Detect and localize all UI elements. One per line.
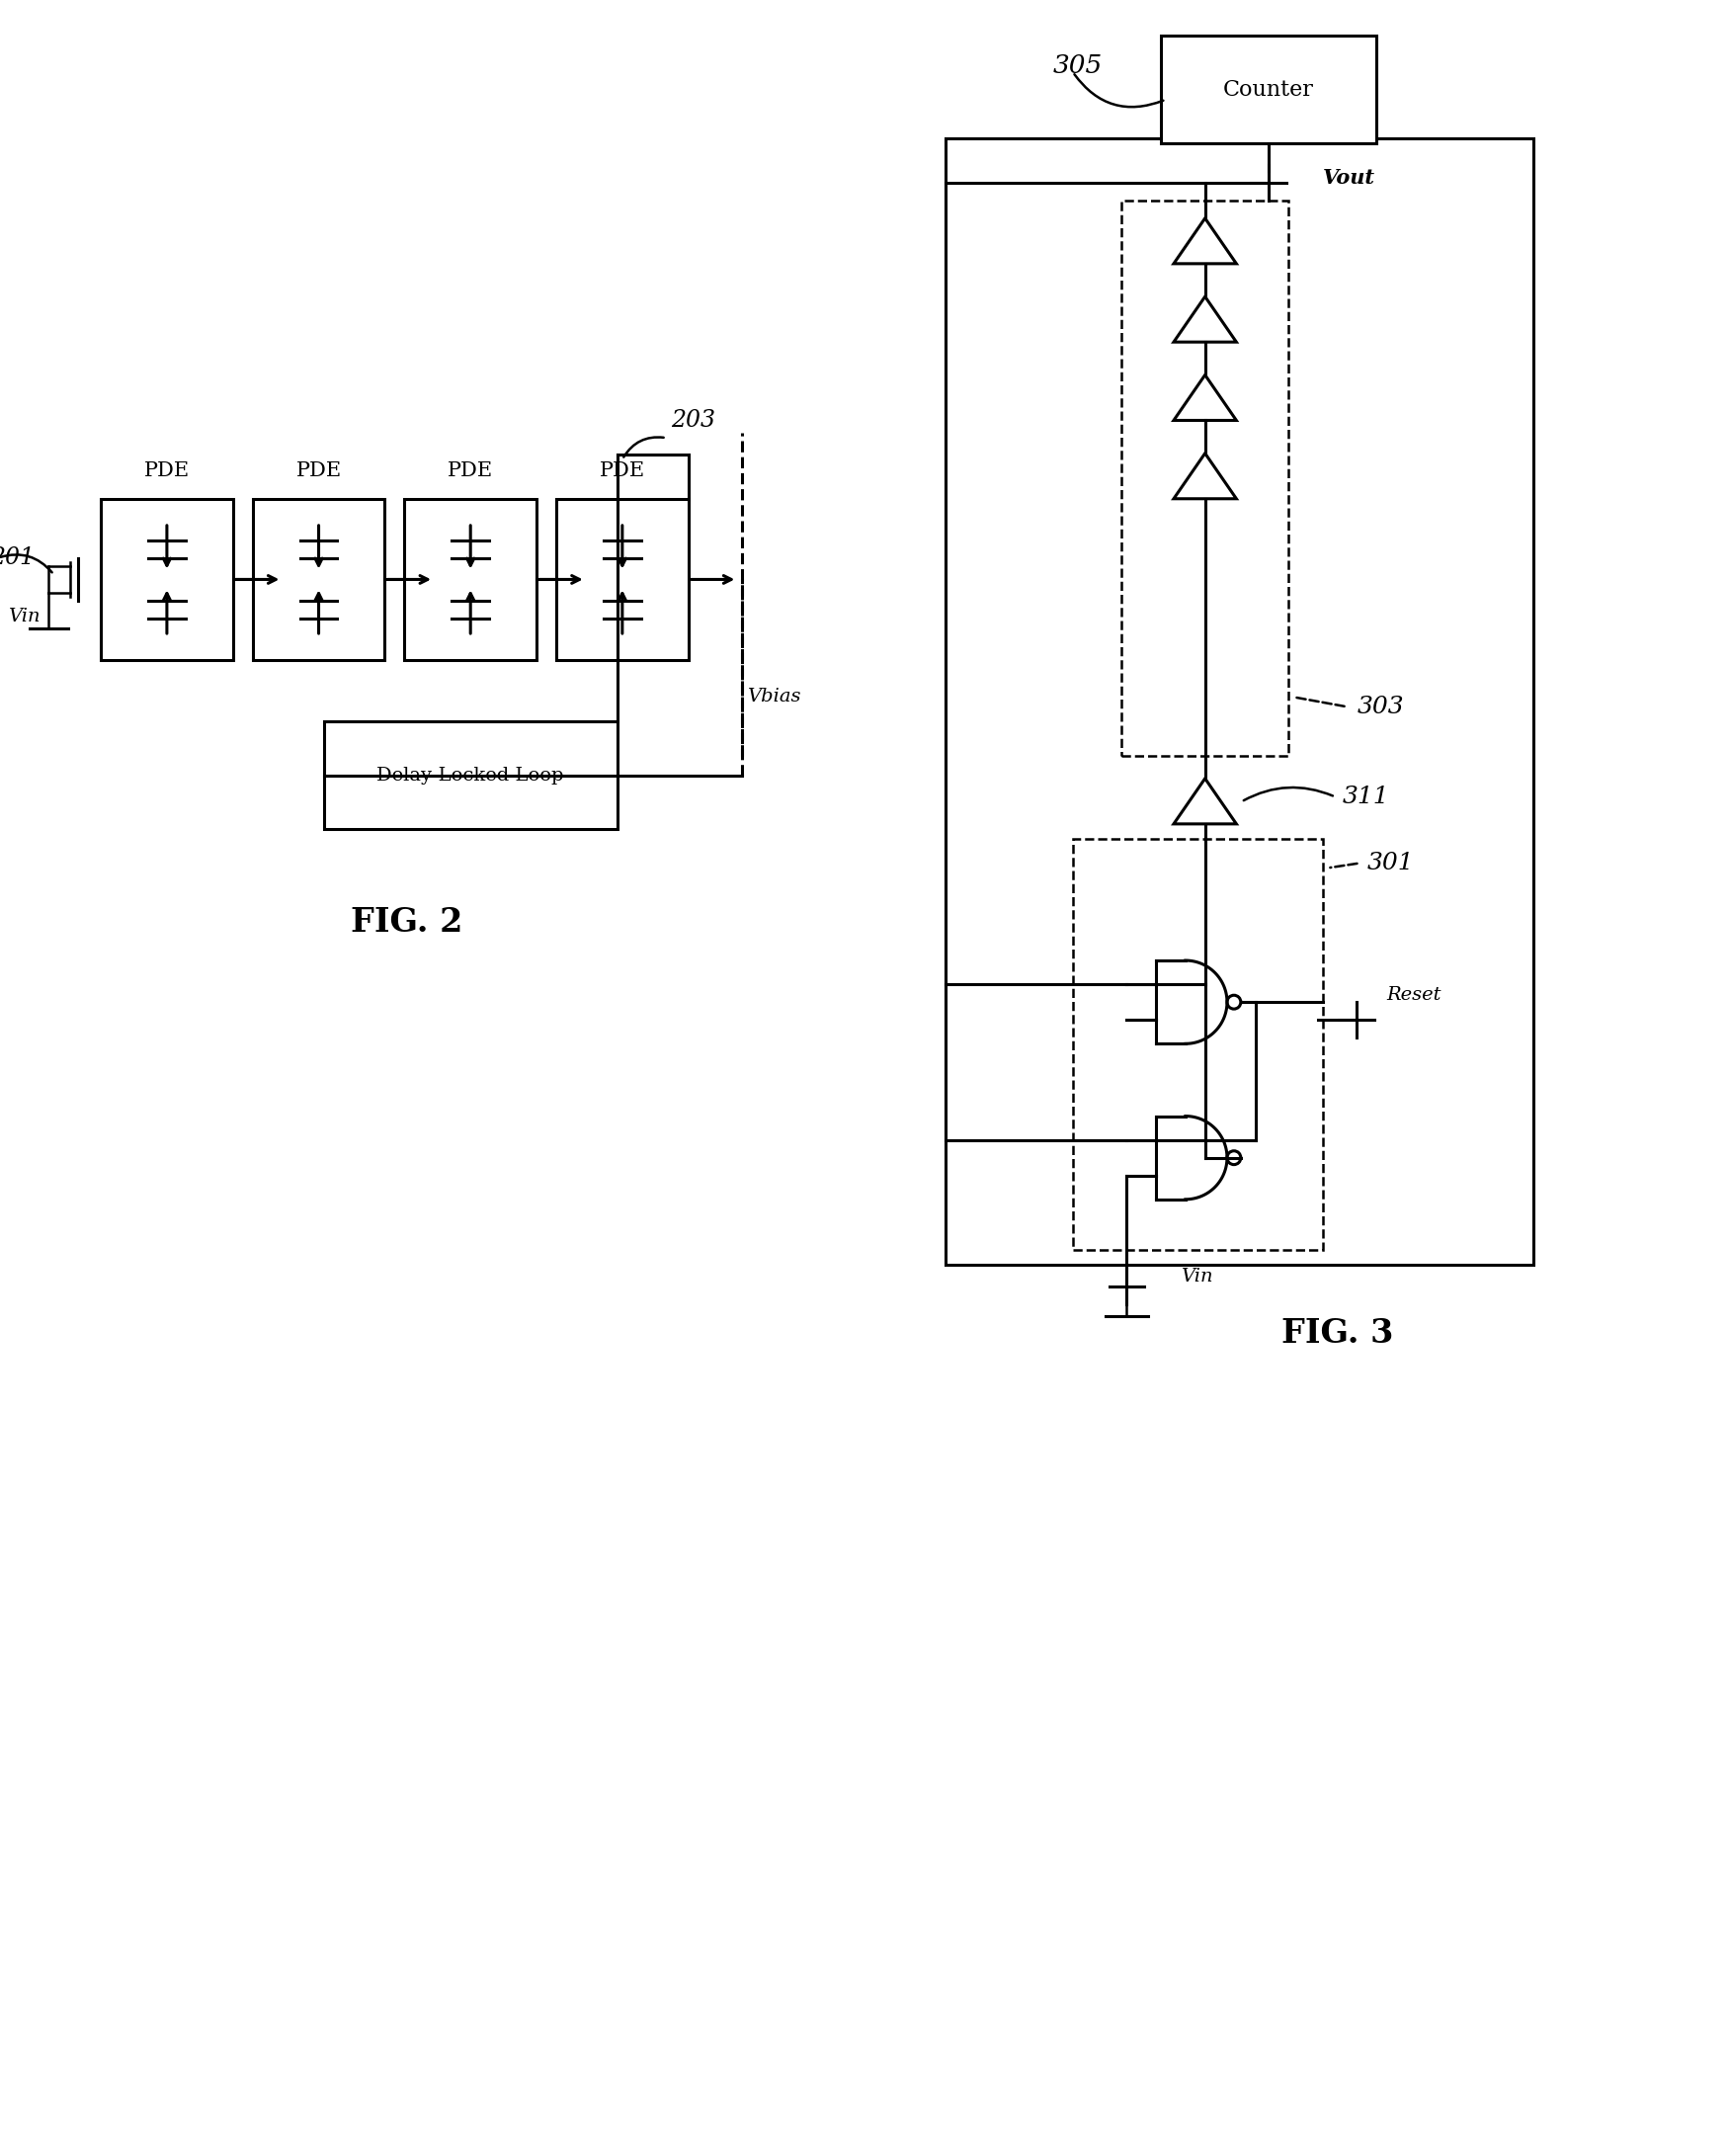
Text: 305: 305 [1053,54,1103,78]
Text: 203: 203 [671,410,716,431]
Polygon shape [1174,778,1236,824]
Text: FIG. 2: FIG. 2 [351,906,463,938]
Bar [557,498,688,660]
Bar [1122,201,1288,757]
Text: PDE: PDE [448,461,493,481]
Bar [252,498,386,660]
Text: PDE: PDE [296,461,341,481]
Polygon shape [1174,218,1236,263]
Circle shape [1228,1151,1241,1164]
Polygon shape [1174,298,1236,343]
Text: 311: 311 [1342,785,1388,808]
Text: Reset: Reset [1387,985,1440,1005]
Polygon shape [1174,453,1236,498]
Text: Vin: Vin [9,608,40,625]
Text: Vbias: Vbias [747,688,801,705]
Text: Vout: Vout [1323,168,1375,188]
Text: 303: 303 [1357,696,1404,718]
Text: Counter: Counter [1224,80,1314,101]
Bar [323,722,617,830]
Bar [1160,37,1376,144]
Circle shape [1228,996,1241,1009]
Text: Delay-Locked Loop: Delay-Locked Loop [377,765,564,785]
Text: Vin: Vin [1181,1268,1212,1285]
Polygon shape [1174,375,1236,420]
Bar [405,498,536,660]
Bar [946,138,1534,1266]
Text: PDE: PDE [144,461,190,481]
Bar [1072,839,1323,1250]
Bar [100,498,233,660]
Text: 201: 201 [0,545,35,569]
Text: PDE: PDE [600,461,645,481]
Text: 301: 301 [1366,852,1414,875]
Text: FIG. 3: FIG. 3 [1281,1317,1394,1350]
